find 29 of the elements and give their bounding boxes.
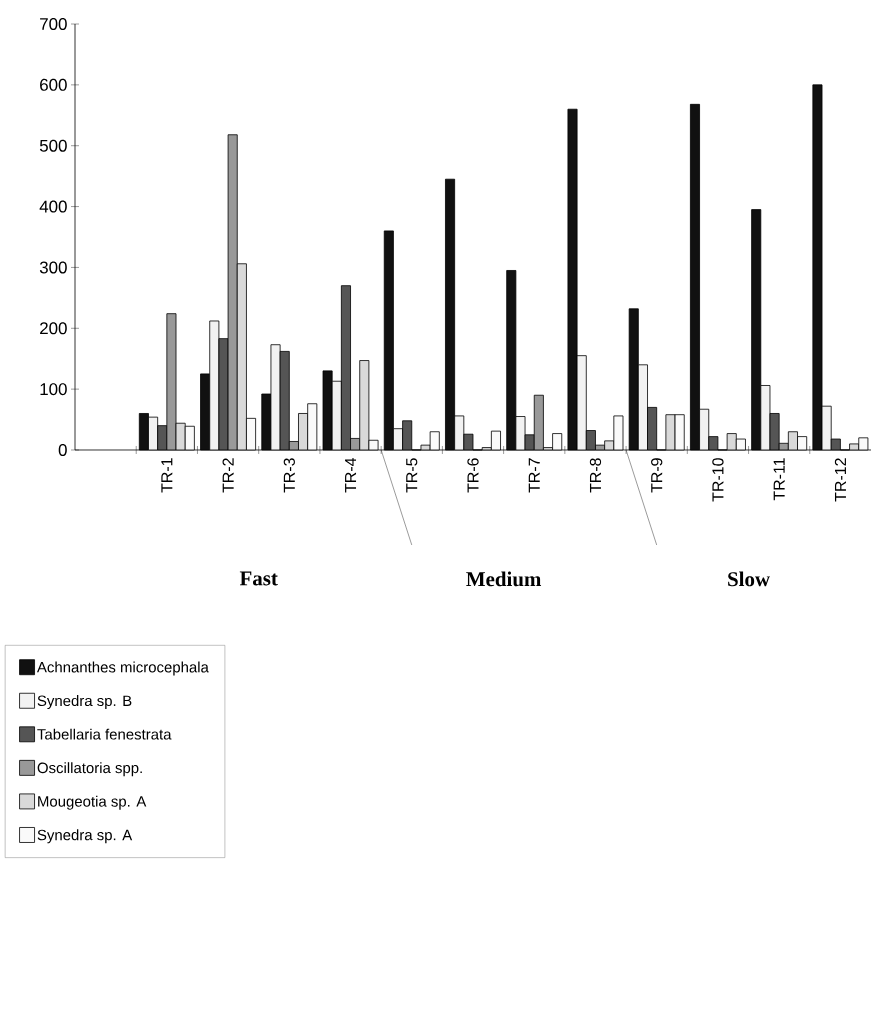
y-tick-label: 500 (39, 139, 67, 152)
x-tick-label: TR-7 (528, 458, 540, 493)
x-tick-label: TR-2 (222, 458, 234, 493)
x-tick-label: TR-6 (467, 458, 479, 493)
y-tick-label: 0 (58, 444, 67, 456)
y-tick-label: 200 (40, 322, 67, 335)
x-tick-label: TR-1 (161, 458, 173, 493)
legend-label: Mougeotia sp. A (38, 795, 147, 810)
x-tick-label: TR-8 (589, 458, 602, 493)
text: Fast (239, 571, 278, 586)
legend-label: Synedra sp. A (37, 829, 133, 844)
legend-label: Achnanthes microcephala (36, 661, 209, 676)
y-tick-label: 600 (40, 78, 67, 91)
x-tick-label: TR-10 (712, 458, 724, 502)
y-tick-label: 700 (40, 18, 67, 30)
y-tick-label: 100 (40, 383, 67, 396)
y-tick-label: 400 (39, 200, 67, 213)
x-tick-label: TR-5 (406, 458, 418, 493)
x-tick-label: TR-3 (283, 458, 295, 493)
x-tick-label: TR-11 (773, 458, 785, 501)
x-tick-label: TR-4 (345, 457, 357, 493)
y-tick-label: 300 (39, 261, 67, 274)
text: Medium (466, 571, 542, 587)
legend-label: Tabellaria fenestrata (37, 728, 172, 740)
legend-label: Synedra sp. B (37, 695, 132, 710)
text: Slow (728, 571, 770, 587)
legend-label: Oscillatoria spp. (37, 762, 142, 777)
x-tick-label: TR-12 (834, 458, 846, 502)
x-tick-label: TR-9 (651, 458, 663, 493)
